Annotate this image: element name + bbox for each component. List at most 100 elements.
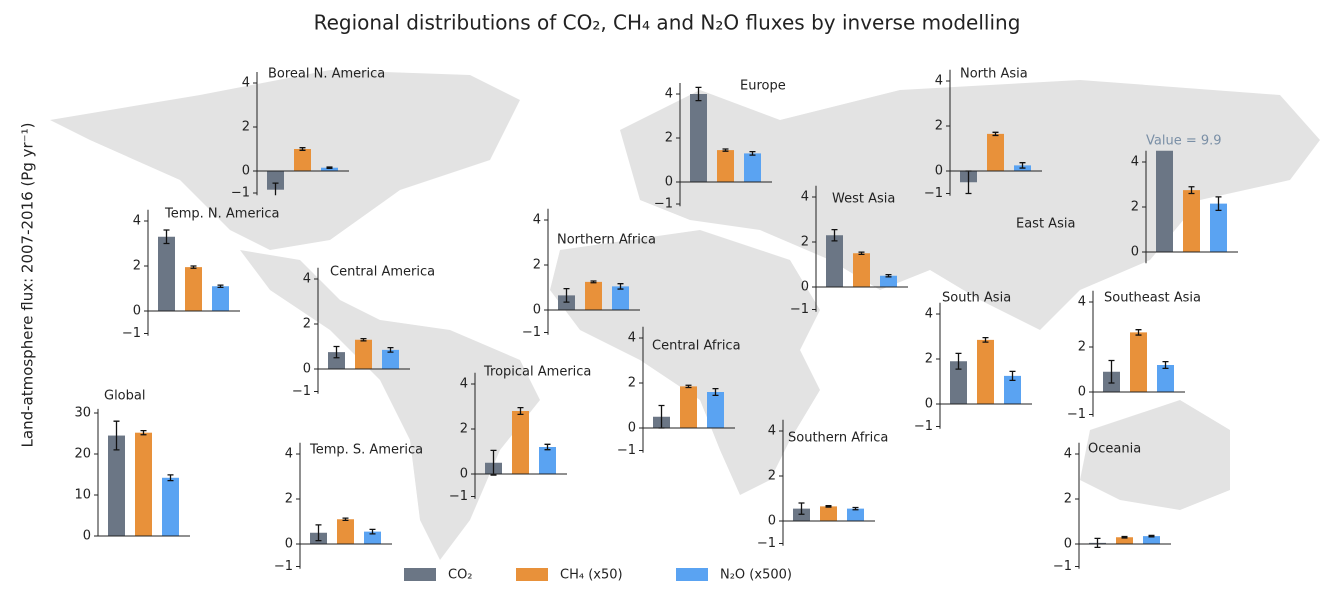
error-bar	[490, 449, 497, 476]
legend-label: CH₄ (x50)	[560, 568, 623, 583]
y-tick-label: 4	[1064, 447, 1072, 462]
error-bar	[1094, 537, 1101, 549]
panel: Oceania −1 0 2 4	[1053, 442, 1171, 574]
error-bar	[1135, 329, 1142, 336]
bar	[539, 447, 556, 474]
y-tick-label: 4	[1078, 295, 1086, 310]
bar	[880, 275, 897, 287]
bars	[158, 229, 229, 311]
bar	[690, 94, 707, 182]
bar	[364, 531, 381, 544]
bar	[212, 286, 229, 311]
legend-label: CO₂	[448, 568, 473, 583]
error-bar	[517, 406, 524, 416]
error-bar	[369, 528, 376, 535]
y-tick-label: 4	[303, 272, 311, 287]
y-tick-label: 4	[133, 214, 141, 229]
y-tick-label: 4	[628, 331, 636, 346]
bar	[987, 133, 1004, 171]
error-bar	[326, 166, 333, 170]
y-axis-label: Land-atmosphere flux: 2007-2016 (Pg yr⁻¹…	[19, 123, 37, 448]
y-tick-label: 0	[303, 362, 311, 377]
error-bar	[140, 429, 147, 436]
y-tick-label: 4	[533, 213, 541, 228]
y-tick-label: 2	[935, 119, 943, 134]
y-tick-label: 0	[83, 529, 91, 544]
legend-label: N₂O (x500)	[720, 568, 792, 583]
bar	[1157, 365, 1174, 392]
bars	[267, 147, 338, 196]
bar	[382, 349, 399, 369]
bars	[793, 502, 864, 521]
panel: Europe −1 0 2 4	[654, 79, 786, 212]
bars	[826, 228, 897, 287]
y-tick-label: −1	[522, 325, 541, 340]
error-bar	[333, 345, 340, 359]
panel-title: North Asia	[960, 67, 1028, 82]
annotation: Value = 9.9	[1146, 133, 1222, 148]
error-bar	[1019, 162, 1026, 169]
y-tick-label: 0	[935, 164, 943, 179]
bar	[512, 411, 529, 474]
y-tick-label: 4	[242, 76, 250, 91]
bars	[485, 406, 556, 476]
bars	[1156, 150, 1227, 252]
y-tick-label: −1	[231, 186, 250, 201]
error-bar	[831, 228, 838, 242]
y-tick-label: −1	[654, 197, 673, 212]
bars	[310, 517, 381, 544]
y-tick-label: 2	[925, 352, 933, 367]
error-bar	[163, 229, 170, 245]
bars	[950, 336, 1021, 404]
world-map	[50, 70, 1320, 560]
bar	[820, 506, 837, 521]
bar	[744, 153, 761, 182]
panel-title: Global	[104, 389, 145, 404]
error-bar	[299, 147, 306, 151]
map-land	[1080, 400, 1230, 510]
panel-title: Oceania	[1088, 442, 1141, 457]
bar	[267, 171, 284, 190]
error-bar	[885, 273, 892, 278]
bar	[1004, 375, 1021, 404]
error-bar	[1108, 359, 1115, 384]
panel: Boreal N. America −1 0 2 4	[231, 67, 385, 201]
y-tick-label: 2	[801, 235, 809, 250]
map-land	[50, 70, 520, 250]
error-bar	[387, 346, 394, 353]
error-bar	[315, 524, 322, 542]
panel: Southern Africa −1 0 2 4	[757, 419, 888, 551]
error-bar	[852, 506, 859, 511]
error-bar	[342, 517, 349, 522]
y-tick-label: −1	[790, 302, 809, 317]
figure-title: Regional distributions of CO₂, CH₄ and N…	[314, 11, 1021, 35]
panel-title: Southeast Asia	[1104, 291, 1201, 306]
bars	[1089, 534, 1160, 549]
bar	[162, 477, 179, 536]
y-tick-label: 4	[768, 424, 776, 439]
y-tick-label: 2	[242, 120, 250, 135]
y-tick-label: 0	[133, 304, 141, 319]
y-tick-label: −1	[1067, 407, 1086, 422]
bar	[1130, 332, 1147, 392]
legend-swatch	[516, 568, 548, 581]
y-tick-label: −1	[757, 536, 776, 551]
y-tick-label: −1	[274, 559, 293, 574]
y-tick-label: 4	[801, 190, 809, 205]
panel-title: Temp. N. America	[164, 207, 280, 222]
map-land	[550, 230, 820, 495]
y-tick-label: 0	[285, 537, 293, 552]
y-tick-label: 4	[460, 377, 468, 392]
error-bar	[982, 336, 989, 343]
bar	[707, 392, 724, 428]
error-bar	[113, 420, 120, 451]
panel: East Asia Value = 9.9 0 2 4	[1016, 133, 1238, 264]
bar	[977, 339, 994, 404]
bars	[108, 420, 179, 536]
error-bar	[590, 280, 597, 284]
panel: West Asia −1 0 2 4	[790, 185, 908, 317]
error-bar	[825, 505, 832, 508]
y-tick-label: 0	[460, 467, 468, 482]
panel-title: Boreal N. America	[268, 67, 385, 82]
y-tick-label: 30	[74, 406, 91, 421]
